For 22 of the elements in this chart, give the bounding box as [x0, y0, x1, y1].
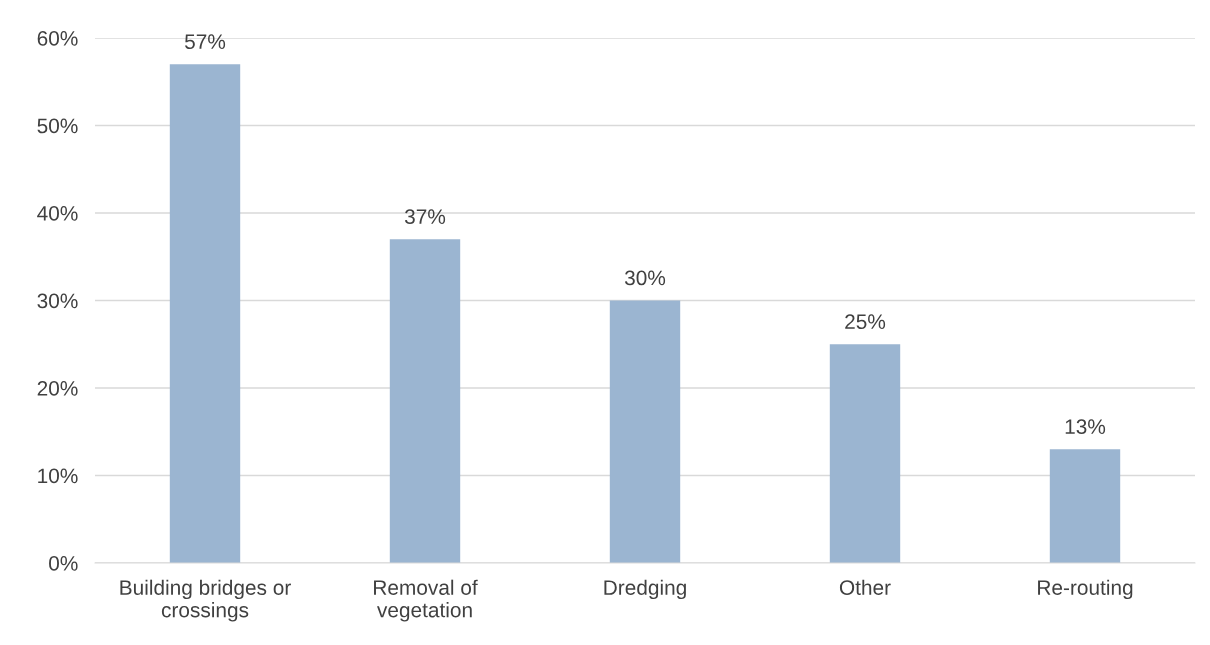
- y-tick-label: 20%: [37, 381, 78, 396]
- y-tick-label: 0%: [49, 556, 78, 571]
- data-label: 57%: [184, 34, 226, 50]
- x-tick-label: Removal of vegetation: [374, 579, 478, 622]
- bar: [389, 239, 461, 563]
- x-tick-label: Dredging: [604, 579, 686, 600]
- data-label: 30%: [624, 270, 666, 286]
- data-label: 37%: [404, 209, 446, 225]
- y-tick-label: 40%: [37, 206, 78, 221]
- y-tick-label: 10%: [38, 468, 78, 484]
- bar: [609, 300, 681, 563]
- data-label: 13%: [1065, 419, 1106, 435]
- x-tick-label: Building bridges or crossings: [120, 579, 291, 622]
- y-tick-label: 30%: [37, 293, 78, 309]
- bar: [169, 64, 241, 563]
- bar: [1049, 449, 1121, 563]
- y-tick-label: 60%: [37, 31, 78, 46]
- data-label: 25%: [845, 314, 886, 330]
- y-tick-label: 50%: [37, 118, 78, 134]
- x-tick-label: Other: [839, 579, 891, 595]
- x-tick-label: Re-routing: [1038, 579, 1133, 600]
- bar: [829, 344, 901, 563]
